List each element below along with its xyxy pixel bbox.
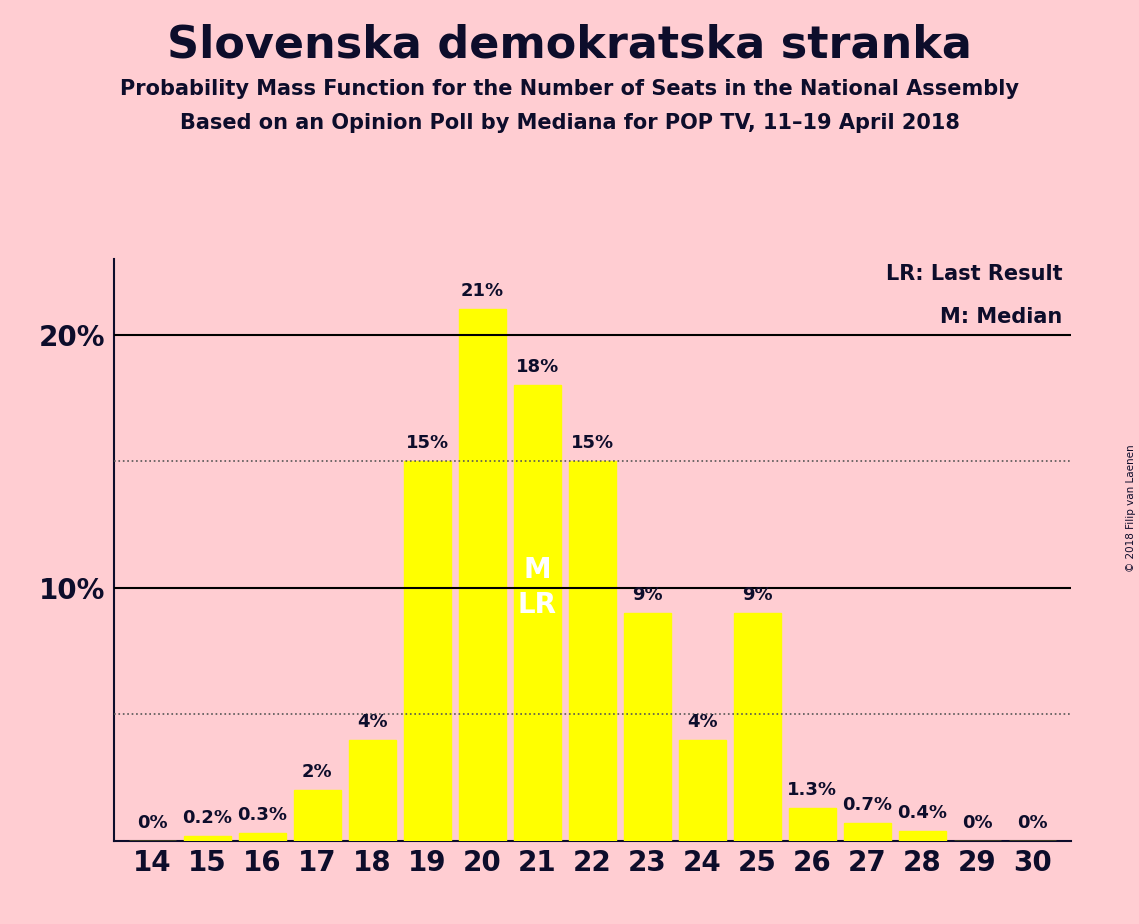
Text: 0.2%: 0.2% [182,808,232,827]
Text: 21%: 21% [461,283,503,300]
Bar [185,836,231,841]
Text: Based on an Opinion Poll by Mediana for POP TV, 11–19 April 2018: Based on an Opinion Poll by Mediana for … [180,113,959,133]
Text: M: Median: M: Median [940,307,1063,327]
Text: M
LR: M LR [518,556,557,619]
Text: 1.3%: 1.3% [787,781,837,799]
Text: 0%: 0% [1017,814,1048,832]
Bar [404,461,451,841]
Bar [459,310,506,841]
Text: Probability Mass Function for the Number of Seats in the National Assembly: Probability Mass Function for the Number… [120,79,1019,99]
Bar [734,613,780,841]
Text: 15%: 15% [571,434,614,453]
Bar [239,833,286,841]
Bar [624,613,671,841]
Text: 9%: 9% [741,586,772,604]
Bar [514,385,560,841]
Bar [349,739,395,841]
Text: © 2018 Filip van Laenen: © 2018 Filip van Laenen [1126,444,1136,572]
Bar [844,823,891,841]
Text: 18%: 18% [516,359,559,376]
Bar [679,739,726,841]
Bar [789,808,836,841]
Text: 15%: 15% [405,434,449,453]
Text: 2%: 2% [302,763,333,782]
Text: 0%: 0% [137,814,167,832]
Text: 4%: 4% [357,712,387,731]
Bar [294,790,341,841]
Text: 0%: 0% [961,814,992,832]
Text: Slovenska demokratska stranka: Slovenska demokratska stranka [167,23,972,67]
Text: 9%: 9% [632,586,663,604]
Text: 0.4%: 0.4% [898,804,948,821]
Bar [568,461,616,841]
Text: 0.3%: 0.3% [237,807,287,824]
Text: LR: Last Result: LR: Last Result [886,263,1063,284]
Text: 0.7%: 0.7% [842,796,892,814]
Bar [899,831,945,841]
Text: 4%: 4% [687,712,718,731]
